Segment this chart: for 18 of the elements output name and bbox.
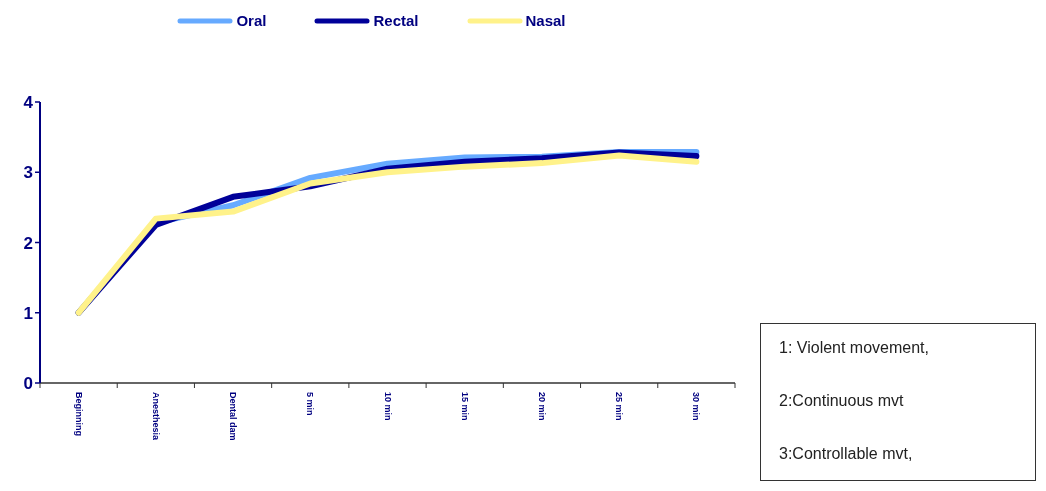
x-tick-label: 10 min [382, 392, 393, 421]
x-tick-label: 30 min [691, 392, 702, 421]
y-tick-label: 2 [23, 233, 33, 253]
y-tick-label: 0 [23, 374, 33, 394]
legend-label: Nasal [525, 12, 566, 29]
x-tick-label: 25 min [614, 392, 625, 421]
x-tick-label: Anesthesia [150, 392, 161, 442]
legend-label: Rectal [373, 12, 419, 29]
x-tick-label: Beginning [73, 392, 84, 436]
y-tick-label: 1 [23, 303, 33, 323]
y-tick-label: 4 [23, 93, 34, 113]
legend-label: Oral [236, 12, 267, 29]
note-box: 1: Violent movement, 2:Continuous mvt 3:Controllable mvt, [760, 323, 1036, 481]
x-tick-label: 20 min [536, 392, 547, 421]
x-tick-label: 5 min [305, 392, 316, 416]
x-tick-label: Dental dam [228, 392, 239, 441]
y-tick-label: 3 [23, 163, 33, 183]
x-tick-label: 15 min [459, 392, 470, 421]
